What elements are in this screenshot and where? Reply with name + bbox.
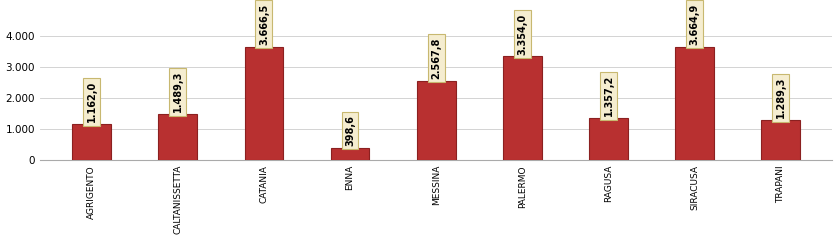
Bar <box>503 56 541 160</box>
Text: 1.289,3: 1.289,3 <box>776 77 786 119</box>
Bar <box>675 47 714 160</box>
Text: 1.489,3: 1.489,3 <box>173 71 183 112</box>
Text: 1.357,2: 1.357,2 <box>603 75 613 116</box>
Text: 2.567,8: 2.567,8 <box>432 37 441 79</box>
Text: 3.664,9: 3.664,9 <box>690 4 700 45</box>
Text: 398,6: 398,6 <box>345 115 355 146</box>
Text: 1.162,0: 1.162,0 <box>86 81 96 122</box>
Bar <box>416 81 456 160</box>
Bar <box>589 118 628 160</box>
Text: 3.666,5: 3.666,5 <box>259 4 269 45</box>
Bar <box>331 148 370 160</box>
Bar <box>245 47 283 160</box>
Bar <box>158 114 197 160</box>
Text: 3.354,0: 3.354,0 <box>517 13 527 55</box>
Bar <box>72 124 111 160</box>
Bar <box>762 120 800 160</box>
